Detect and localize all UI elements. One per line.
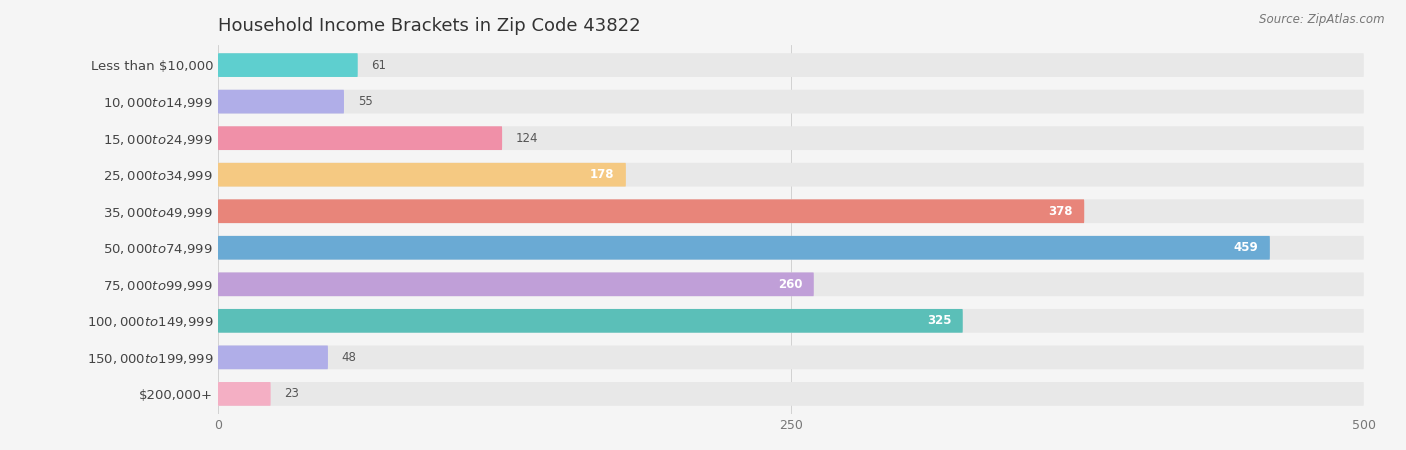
FancyBboxPatch shape bbox=[218, 126, 502, 150]
FancyBboxPatch shape bbox=[218, 53, 1364, 77]
FancyBboxPatch shape bbox=[218, 382, 1364, 406]
Text: 48: 48 bbox=[342, 351, 357, 364]
FancyBboxPatch shape bbox=[218, 90, 344, 113]
Text: 260: 260 bbox=[778, 278, 803, 291]
Text: 178: 178 bbox=[591, 168, 614, 181]
FancyBboxPatch shape bbox=[218, 53, 357, 77]
FancyBboxPatch shape bbox=[218, 309, 963, 333]
FancyBboxPatch shape bbox=[218, 346, 1364, 369]
FancyBboxPatch shape bbox=[218, 382, 270, 406]
FancyBboxPatch shape bbox=[218, 163, 1364, 187]
FancyBboxPatch shape bbox=[218, 309, 1364, 333]
FancyBboxPatch shape bbox=[218, 346, 328, 369]
FancyBboxPatch shape bbox=[218, 236, 1364, 260]
FancyBboxPatch shape bbox=[218, 199, 1084, 223]
FancyBboxPatch shape bbox=[218, 272, 814, 296]
Text: 459: 459 bbox=[1233, 241, 1258, 254]
FancyBboxPatch shape bbox=[218, 199, 1364, 223]
FancyBboxPatch shape bbox=[218, 90, 1364, 113]
Text: 61: 61 bbox=[371, 58, 387, 72]
Text: 124: 124 bbox=[516, 132, 538, 144]
Text: 55: 55 bbox=[357, 95, 373, 108]
Text: Household Income Brackets in Zip Code 43822: Household Income Brackets in Zip Code 43… bbox=[218, 17, 641, 35]
Text: 378: 378 bbox=[1049, 205, 1073, 218]
FancyBboxPatch shape bbox=[218, 126, 1364, 150]
Text: Source: ZipAtlas.com: Source: ZipAtlas.com bbox=[1260, 14, 1385, 27]
FancyBboxPatch shape bbox=[218, 236, 1270, 260]
FancyBboxPatch shape bbox=[218, 163, 626, 187]
Text: 23: 23 bbox=[284, 387, 299, 400]
Text: 325: 325 bbox=[927, 315, 952, 327]
FancyBboxPatch shape bbox=[218, 272, 1364, 296]
